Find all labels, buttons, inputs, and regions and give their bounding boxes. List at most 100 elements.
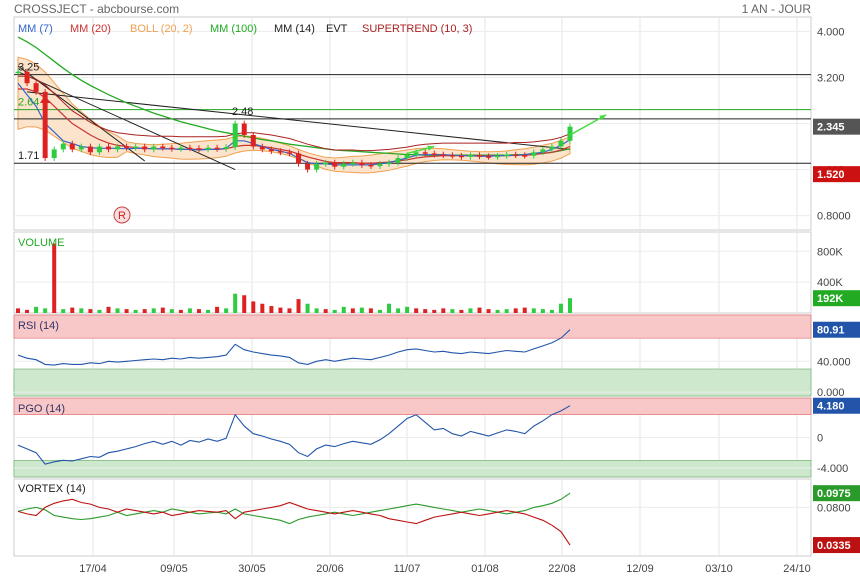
volume-bar: [323, 309, 328, 313]
supertrend-badge: 1.520: [817, 169, 845, 181]
signal-arrow-head: [599, 114, 607, 121]
volume-bar: [332, 309, 337, 313]
x-tick-label: 22/08: [548, 563, 576, 575]
supertrend-badge-bg: [813, 166, 860, 183]
legend-item: BOLL (20, 2): [130, 23, 193, 35]
y-tick-label-vortex: 0.0800: [817, 502, 851, 514]
pgo-badge-bg: [813, 397, 860, 414]
candle: [223, 147, 229, 149]
candle: [133, 146, 139, 149]
volume-bar: [34, 306, 39, 313]
volume-bar: [206, 309, 211, 313]
volume-bar: [568, 298, 572, 313]
volume-bar: [269, 306, 274, 313]
candle: [296, 153, 302, 164]
candle: [513, 154, 519, 157]
volume-bar: [16, 308, 20, 313]
candle: [196, 148, 202, 150]
volume-bar: [79, 308, 84, 313]
y-tick-label-rsi: 0.000: [817, 387, 845, 399]
pgo-oversold-zone: [13, 459, 812, 478]
candle: [51, 149, 57, 159]
candle: [458, 155, 464, 158]
rsi-overbought-zone: [13, 314, 812, 339]
volume-bar: [169, 309, 174, 313]
volume-bar: [52, 243, 57, 313]
volume-bar: [495, 309, 500, 313]
rsi-line: [17, 329, 571, 366]
volume-bar: [549, 309, 554, 313]
legend-item: MM (100): [210, 23, 257, 35]
candle: [531, 152, 537, 156]
panel-vortex-frame: [13, 478, 812, 557]
x-tick-label: 09/05: [160, 563, 188, 575]
volume-bar: [178, 309, 183, 313]
candle: [305, 163, 311, 170]
candle: [69, 143, 75, 150]
y-tick-label-price: 4.000: [817, 26, 845, 38]
legend-item: MM (14): [274, 23, 315, 35]
candle: [359, 162, 365, 165]
level-label: 1.71: [18, 150, 39, 162]
volume-bar: [396, 308, 401, 313]
volume-bar: [70, 307, 75, 313]
x-tick-label: 11/07: [394, 563, 421, 575]
candle: [187, 147, 193, 150]
x-tick-label: 20/06: [316, 563, 344, 575]
volume-bar: [477, 307, 482, 313]
volume-bar: [459, 309, 464, 313]
level-label: 2.64: [18, 97, 39, 109]
volume-bar: [160, 307, 165, 313]
pgo-line: [17, 405, 571, 465]
candle: [15, 71, 21, 74]
candle: [268, 149, 274, 152]
candle: [96, 146, 102, 153]
volume-bar: [106, 306, 111, 313]
candle: [350, 162, 356, 165]
trendline: [26, 91, 571, 150]
y-tick-label-pgo: 0: [817, 433, 823, 445]
x-tick-label: 17/04: [79, 563, 107, 575]
y-tick-label-price: 0.8000: [817, 211, 851, 223]
volume-bar: [450, 309, 455, 313]
volume-bar: [242, 295, 247, 313]
candle: [42, 91, 48, 159]
volume-bar: [224, 308, 229, 313]
candle: [431, 153, 437, 155]
volume-badge: 192K: [817, 293, 843, 305]
candle: [386, 162, 392, 165]
volume-bar: [341, 306, 346, 313]
volume-bar: [540, 309, 545, 313]
volume-bar: [423, 309, 428, 313]
candle: [124, 146, 130, 149]
candle: [540, 149, 546, 153]
volume-bar: [468, 308, 473, 313]
candle: [232, 123, 238, 148]
candle: [404, 155, 410, 159]
candle: [169, 147, 175, 150]
volume-bar: [432, 309, 437, 313]
volume-bar: [133, 309, 138, 313]
candle: [413, 152, 419, 156]
candle: [341, 163, 347, 167]
volume-bar: [359, 307, 364, 313]
volume-bar: [278, 307, 283, 313]
volume-bar: [124, 309, 129, 313]
candle: [60, 143, 66, 150]
volume-bar: [215, 306, 220, 313]
chart-title: CROSSJECT - abcbourse.com: [14, 2, 179, 16]
volume-bar: [377, 309, 382, 313]
last-price-badge: 2.345: [817, 122, 845, 134]
candle: [178, 147, 184, 150]
trendline: [17, 71, 236, 171]
candle: [567, 126, 573, 141]
volume-badge-bg: [813, 290, 860, 307]
candle: [105, 146, 111, 150]
candle: [214, 147, 220, 150]
y-tick-label-rsi: 40.000: [817, 356, 851, 368]
candle: [504, 154, 510, 157]
candle: [151, 146, 157, 150]
candle: [440, 154, 446, 157]
y-tick-label-price: 3.200: [817, 72, 845, 84]
